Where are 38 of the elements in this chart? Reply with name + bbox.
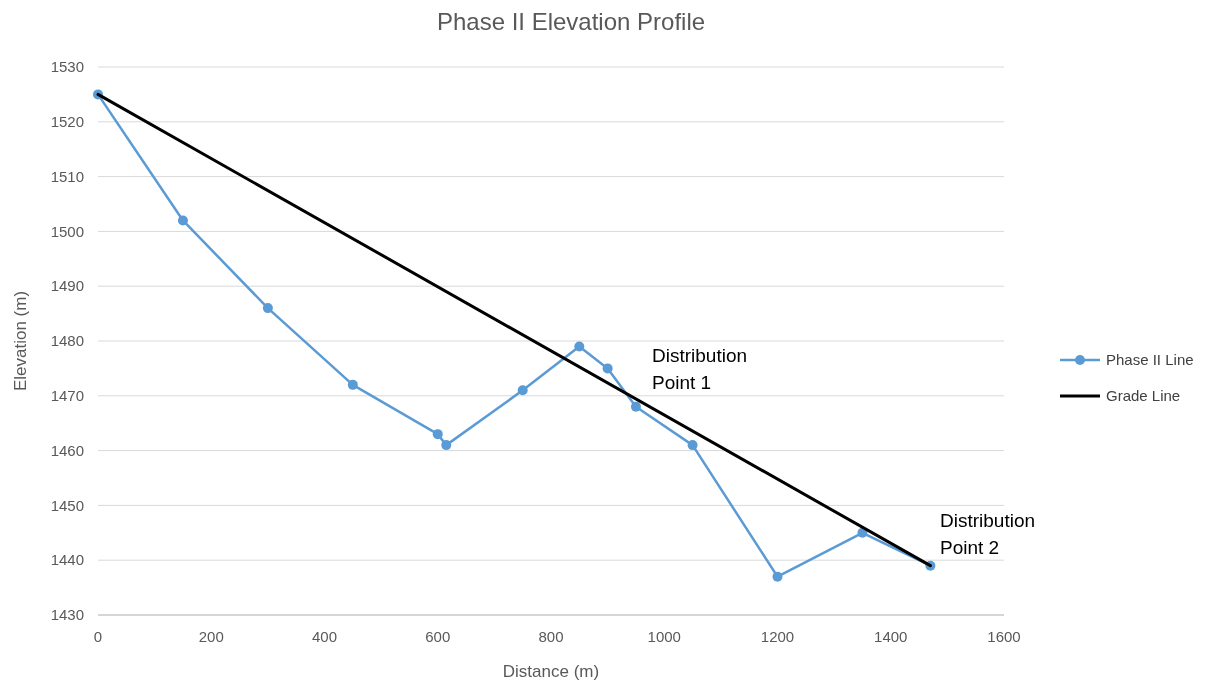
y-tick-label: 1480	[50, 332, 84, 350]
x-tick-label: 600	[425, 628, 451, 645]
x-tick-label: 800	[538, 628, 564, 645]
point	[432, 429, 443, 440]
y-tick-label: 1460	[50, 441, 84, 459]
x-axis-title: Distance (m)	[502, 662, 600, 681]
y-tick-label: 1470	[50, 387, 84, 405]
y-axis-title: Elevation (m)	[11, 290, 30, 392]
x-tick-label: 1400	[874, 628, 908, 645]
annotation: Distribution Point 1	[652, 345, 748, 393]
x-tick-label: 1600	[987, 628, 1021, 645]
point	[441, 440, 452, 451]
legend-label: Phase II Line	[1106, 351, 1194, 369]
point	[630, 401, 641, 412]
x-tick-label: 0	[93, 628, 103, 645]
point	[177, 215, 188, 226]
y-tick-label: 1430	[50, 606, 84, 624]
x-tick-label: 1000	[647, 628, 681, 645]
y-tick-label: 1530	[50, 58, 84, 76]
point	[574, 341, 585, 352]
x-tick-label: 1200	[760, 628, 795, 645]
x-tick-label: 400	[311, 628, 338, 645]
y-tick-label: 1510	[50, 167, 84, 185]
point	[687, 440, 698, 451]
point	[772, 571, 783, 582]
y-tick-label: 1500	[50, 222, 84, 240]
x-tick-label: 200	[198, 628, 224, 645]
point	[262, 303, 273, 314]
chart-title: Phase II Elevation Profile	[436, 8, 706, 35]
y-tick-label: 1490	[50, 277, 84, 295]
point	[602, 363, 613, 374]
legend-label: Grade Line	[1106, 387, 1181, 405]
y-tick-label: 1520	[50, 113, 84, 131]
point	[347, 379, 358, 390]
y-tick-label: 1440	[50, 551, 84, 569]
annotation: Distribution Point 2	[940, 510, 1036, 558]
point	[517, 385, 528, 396]
y-tick-label: 1450	[50, 496, 84, 514]
